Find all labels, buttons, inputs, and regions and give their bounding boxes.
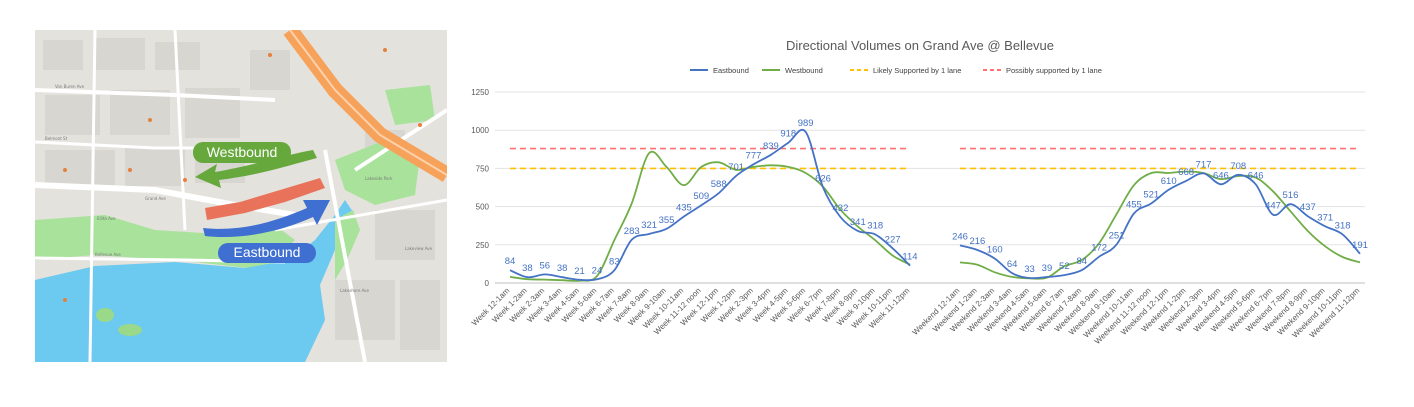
legend-entry: Possibly supported by 1 lane — [1006, 66, 1102, 75]
park-northeast — [385, 85, 435, 125]
eastbound-data-label: 39 — [1042, 263, 1053, 274]
street-map: Westbound Eastbound Van Buren Ave Grand … — [35, 30, 447, 362]
island — [96, 308, 114, 322]
eastbound-data-label: 839 — [763, 141, 779, 152]
eastbound-data-label: 708 — [1230, 161, 1246, 172]
line-chart: Directional Volumes on Grand Ave @ Belle… — [470, 38, 1368, 346]
eastbound-data-label: 918 — [780, 129, 796, 140]
eastbound-data-label: 84 — [505, 256, 516, 267]
series-lines — [509, 128, 1361, 282]
y-tick-label: 1250 — [471, 88, 489, 97]
eastbound-data-label: 246 — [952, 231, 968, 242]
lake — [35, 200, 355, 362]
roads — [35, 30, 447, 362]
eastbound-data-label: 318 — [1335, 220, 1351, 231]
eastbound-data-label: 52 — [1059, 261, 1070, 272]
eastbound-data-label: 114 — [902, 252, 917, 263]
island — [118, 324, 142, 336]
legend-entry: Likely Supported by 1 lane — [873, 66, 961, 75]
eastbound-data-label: 38 — [522, 263, 533, 274]
eastbound-data-label: 24 — [592, 265, 603, 276]
street-label: Van Buren Ave — [55, 84, 85, 89]
eastbound-data-label: 191 — [1352, 240, 1368, 251]
chart-legend: Eastbound Westbound Likely Supported by 1 … — [690, 66, 1102, 75]
approach-segment — [205, 178, 325, 220]
gridlines — [495, 91, 1365, 284]
map-panel: Westbound Eastbound Van Buren Ave Grand … — [35, 30, 447, 362]
eastbound-line — [959, 172, 1361, 280]
eastbound-line — [509, 128, 911, 282]
y-tick-label: 1000 — [471, 126, 489, 135]
y-axis-ticks: 0 250 500 750 1000 1250 — [471, 88, 489, 288]
legend-entry: Eastbound — [713, 66, 749, 75]
street-label: Ellita Ave — [97, 216, 116, 221]
y-tick-label: 250 — [476, 241, 490, 250]
street-label: Lakeside Park — [365, 176, 393, 181]
eastbound-label: Eastbound — [234, 244, 301, 260]
eastbound-data-label: 435 — [676, 203, 692, 214]
eastbound-data-label: 160 — [987, 245, 1003, 256]
eastbound-data-label: 610 — [1161, 176, 1177, 187]
street-label: Grand Ave — [145, 196, 166, 201]
eastbound-data-label: 321 — [641, 220, 657, 231]
eastbound-data-label: 717 — [1196, 159, 1212, 170]
lakeside-park — [335, 140, 420, 205]
street-label: Lakeshore Ave — [340, 288, 370, 293]
eastbound-data-label: 516 — [1283, 190, 1299, 201]
eastbound-data-label: 216 — [969, 236, 985, 247]
eastbound-data-label: 83 — [609, 256, 620, 267]
eastbound-data-label: 626 — [815, 173, 831, 184]
eastbound-data-label: 227 — [885, 234, 901, 245]
westbound-line — [509, 150, 911, 282]
eastbound-arrow — [203, 200, 330, 238]
eastbound-data-label: 371 — [1317, 212, 1333, 223]
eastbound-data-label: 777 — [746, 150, 762, 161]
eastbound-data-label: 56 — [539, 260, 550, 271]
eastbound-data-label: 437 — [1300, 202, 1316, 213]
eastbound-data-label: 668 — [1178, 167, 1194, 178]
eastbound-data-label: 21 — [574, 266, 585, 277]
poi-markers — [63, 48, 422, 302]
y-tick-label: 0 — [485, 279, 490, 288]
eastbound-data-label: 64 — [1007, 259, 1018, 270]
chart-panel: Directional Volumes on Grand Ave @ Belle… — [455, 20, 1385, 392]
city-blocks — [43, 38, 440, 350]
eastbound-data-label: 521 — [1143, 189, 1159, 200]
street-label: Belmont St — [45, 136, 68, 141]
eastbound-data-label: 509 — [693, 191, 709, 202]
eastbound-data-label: 283 — [624, 226, 640, 237]
eastbound-data-label: 38 — [557, 263, 568, 274]
eastbound-data-label: 588 — [711, 179, 727, 190]
eastbound-data-label: 33 — [1024, 264, 1035, 275]
eastbound-pill — [218, 243, 316, 263]
westbound-label: Westbound — [207, 144, 278, 160]
westbound-line — [959, 170, 1361, 280]
eastbound-data-label: 701 — [728, 162, 744, 173]
eastbound-data-label: 447 — [1265, 201, 1281, 212]
eastbound-data-label: 646 — [1213, 170, 1229, 181]
street-label: Lakeview Ave — [405, 246, 433, 251]
eastbound-data-label: 989 — [798, 118, 814, 129]
westbound-pill — [193, 142, 291, 163]
y-tick-label: 500 — [476, 203, 490, 212]
eastbound-data-label: 84 — [1076, 256, 1087, 267]
street-label: Bellevue Ave — [95, 252, 121, 257]
chart-title: Directional Volumes on Grand Ave @ Belle… — [786, 38, 1054, 53]
eastbound-data-label: 251 — [1109, 231, 1125, 242]
eastbound-data-label: 355 — [659, 215, 675, 226]
eastbound-data-label: 172 — [1091, 243, 1107, 254]
threshold-lines — [510, 147, 1360, 170]
eastbound-data-label: 646 — [1248, 170, 1264, 181]
eastbound-data-label: 318 — [867, 220, 883, 231]
eastbound-data-label: 341 — [850, 217, 866, 228]
eastbound-data-label: 455 — [1126, 199, 1142, 210]
eastbound-data-label: 432 — [833, 203, 849, 214]
y-tick-label: 750 — [476, 164, 490, 173]
legend-entry: Westbound — [785, 66, 823, 75]
